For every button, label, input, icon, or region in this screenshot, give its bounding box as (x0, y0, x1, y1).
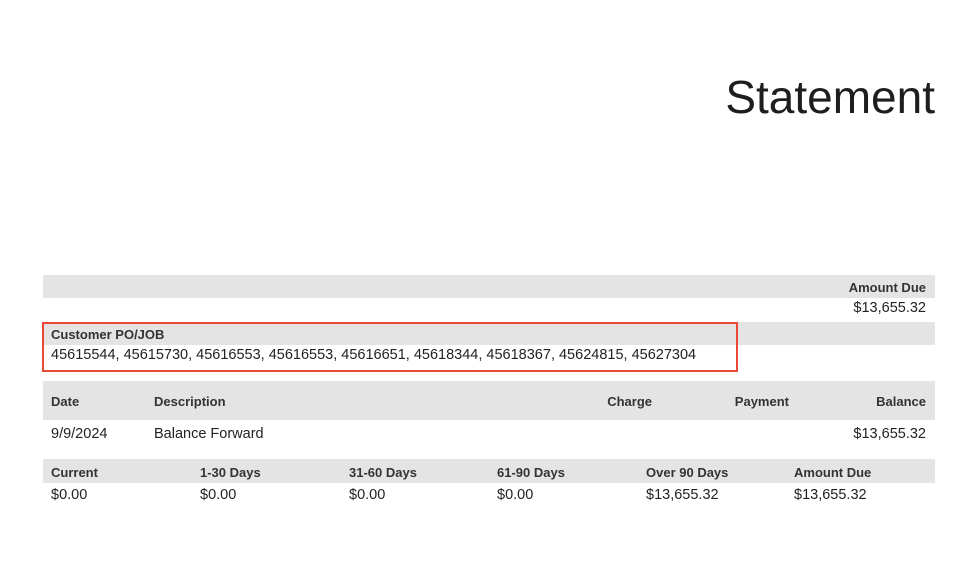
row-balance: $13,655.32 (853, 426, 926, 442)
col-balance: Balance (876, 394, 926, 409)
col-payment: Payment (734, 394, 789, 409)
aging-amount-due: $13,655.32 (794, 487, 867, 503)
aging-31-60: $0.00 (349, 487, 386, 503)
col-charge: Charge (607, 394, 652, 409)
aging-current: $0.00 (51, 487, 88, 503)
po-header (43, 322, 935, 345)
col-description: Description (154, 394, 226, 409)
amount-due-value: $13,655.32 (853, 300, 926, 316)
amount-due-header (43, 275, 935, 298)
aging-header-over-90: Over 90 Days (646, 465, 729, 480)
aging-over-90: $13,655.32 (646, 487, 719, 503)
transactions-header (43, 381, 935, 420)
amount-due-label: Amount Due (848, 280, 926, 295)
aging-header-31-60: 31-60 Days (349, 465, 417, 480)
page-title: Statement (725, 71, 935, 123)
po-value: 45615544, 45615730, 45616553, 45616553, … (51, 347, 697, 363)
aging-61-90: $0.00 (497, 487, 534, 503)
aging-1-30: $0.00 (200, 487, 237, 503)
aging-header-amount-due: Amount Due (794, 465, 872, 480)
col-date: Date (51, 394, 80, 409)
po-highlight-box (42, 322, 738, 372)
aging-header-61-90: 61-90 Days (497, 465, 565, 480)
row-description: Balance Forward (154, 426, 264, 442)
aging-header-current: Current (51, 465, 98, 480)
aging-header-1-30: 1-30 Days (200, 465, 261, 480)
po-label: Customer PO/JOB (51, 327, 165, 342)
row-date: 9/9/2024 (51, 426, 108, 442)
aging-header (43, 459, 935, 483)
